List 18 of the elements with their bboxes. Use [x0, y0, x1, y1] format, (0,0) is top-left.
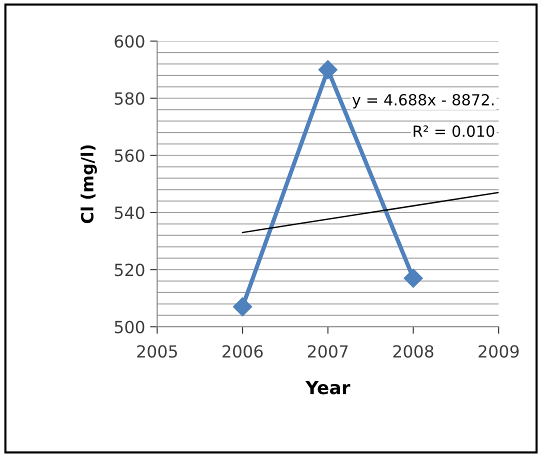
x-tick-label: 2009 [478, 345, 519, 358]
y-tick-label: 560 [114, 149, 144, 162]
x-tick-label: 2005 [137, 345, 177, 358]
y-tick-label: 600 [114, 35, 144, 48]
point [233, 297, 252, 316]
point [318, 60, 338, 80]
annotation: y = 4.688x - 8872. [352, 94, 494, 109]
x-tick-label: 2006 [222, 345, 263, 358]
y-tick-label: 580 [114, 92, 144, 105]
y-axis-title: Cl (mg/l) [80, 145, 97, 224]
y-tick-label: 520 [114, 264, 144, 276]
annotation: R² = 0.010 [414, 125, 494, 137]
y-tick-label: 500 [114, 320, 144, 334]
y-tick-label: 540 [114, 206, 144, 220]
point [404, 268, 423, 288]
x-axis-title: Year [305, 380, 350, 394]
x-tick-label: 2007 [308, 345, 348, 358]
x-tick-label: 2008 [393, 345, 434, 358]
